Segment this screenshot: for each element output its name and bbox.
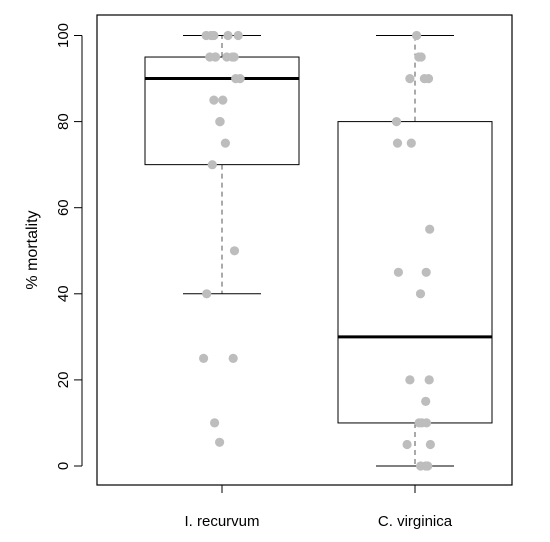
data-point [206, 30, 216, 41]
y-axis-label: % mortality [24, 210, 41, 289]
data-point [393, 267, 403, 277]
data-point [423, 74, 434, 84]
y-axis: 0 20 40 60 80 100 [55, 23, 83, 470]
data-point [425, 439, 435, 450]
data-point [424, 375, 434, 385]
y-tick-label: 0 [55, 462, 72, 470]
box-1 [337, 35, 493, 467]
data-point [406, 138, 416, 148]
y-tick-label: 60 [55, 199, 72, 216]
data-point [229, 52, 239, 62]
data-point [416, 461, 426, 471]
data-point [222, 52, 232, 62]
data-point [415, 289, 426, 299]
data-point [209, 95, 219, 105]
data-point [233, 30, 243, 41]
y-tick-label: 20 [55, 372, 72, 389]
data-point [215, 117, 225, 127]
x-tick-label: I. recurvum [184, 513, 259, 530]
data-point [202, 289, 212, 299]
data-point [218, 95, 228, 105]
plot-frame [96, 14, 513, 486]
data-point [425, 224, 435, 234]
data-point [421, 267, 431, 277]
data-point [223, 30, 233, 41]
data-point [229, 246, 240, 256]
y-tick-label: 80 [55, 113, 72, 130]
iqr-box [144, 56, 300, 166]
data-point [423, 461, 433, 471]
boxes [144, 35, 493, 467]
box-0 [144, 35, 300, 295]
data-point [199, 353, 209, 363]
data-point [417, 418, 427, 428]
data-point [211, 52, 221, 62]
data-point [416, 52, 426, 62]
data-point [392, 138, 403, 148]
data-point [421, 396, 431, 406]
x-tick-label: C. virginica [378, 513, 453, 530]
data-point [235, 74, 245, 84]
data-point [220, 138, 230, 148]
y-tick-label: 100 [55, 23, 72, 48]
data-point [207, 160, 217, 170]
iqr-box [337, 121, 493, 424]
data-point [215, 437, 225, 447]
data-point [402, 439, 412, 450]
x-axis: I. recurvum C. virginica [184, 484, 453, 530]
y-tick-label: 40 [55, 285, 72, 302]
data-point [405, 74, 415, 84]
data-point [228, 353, 238, 363]
data-point [210, 418, 220, 428]
data-point [405, 375, 415, 385]
data-point [391, 117, 402, 127]
data-points [199, 30, 435, 471]
data-point [412, 30, 422, 41]
